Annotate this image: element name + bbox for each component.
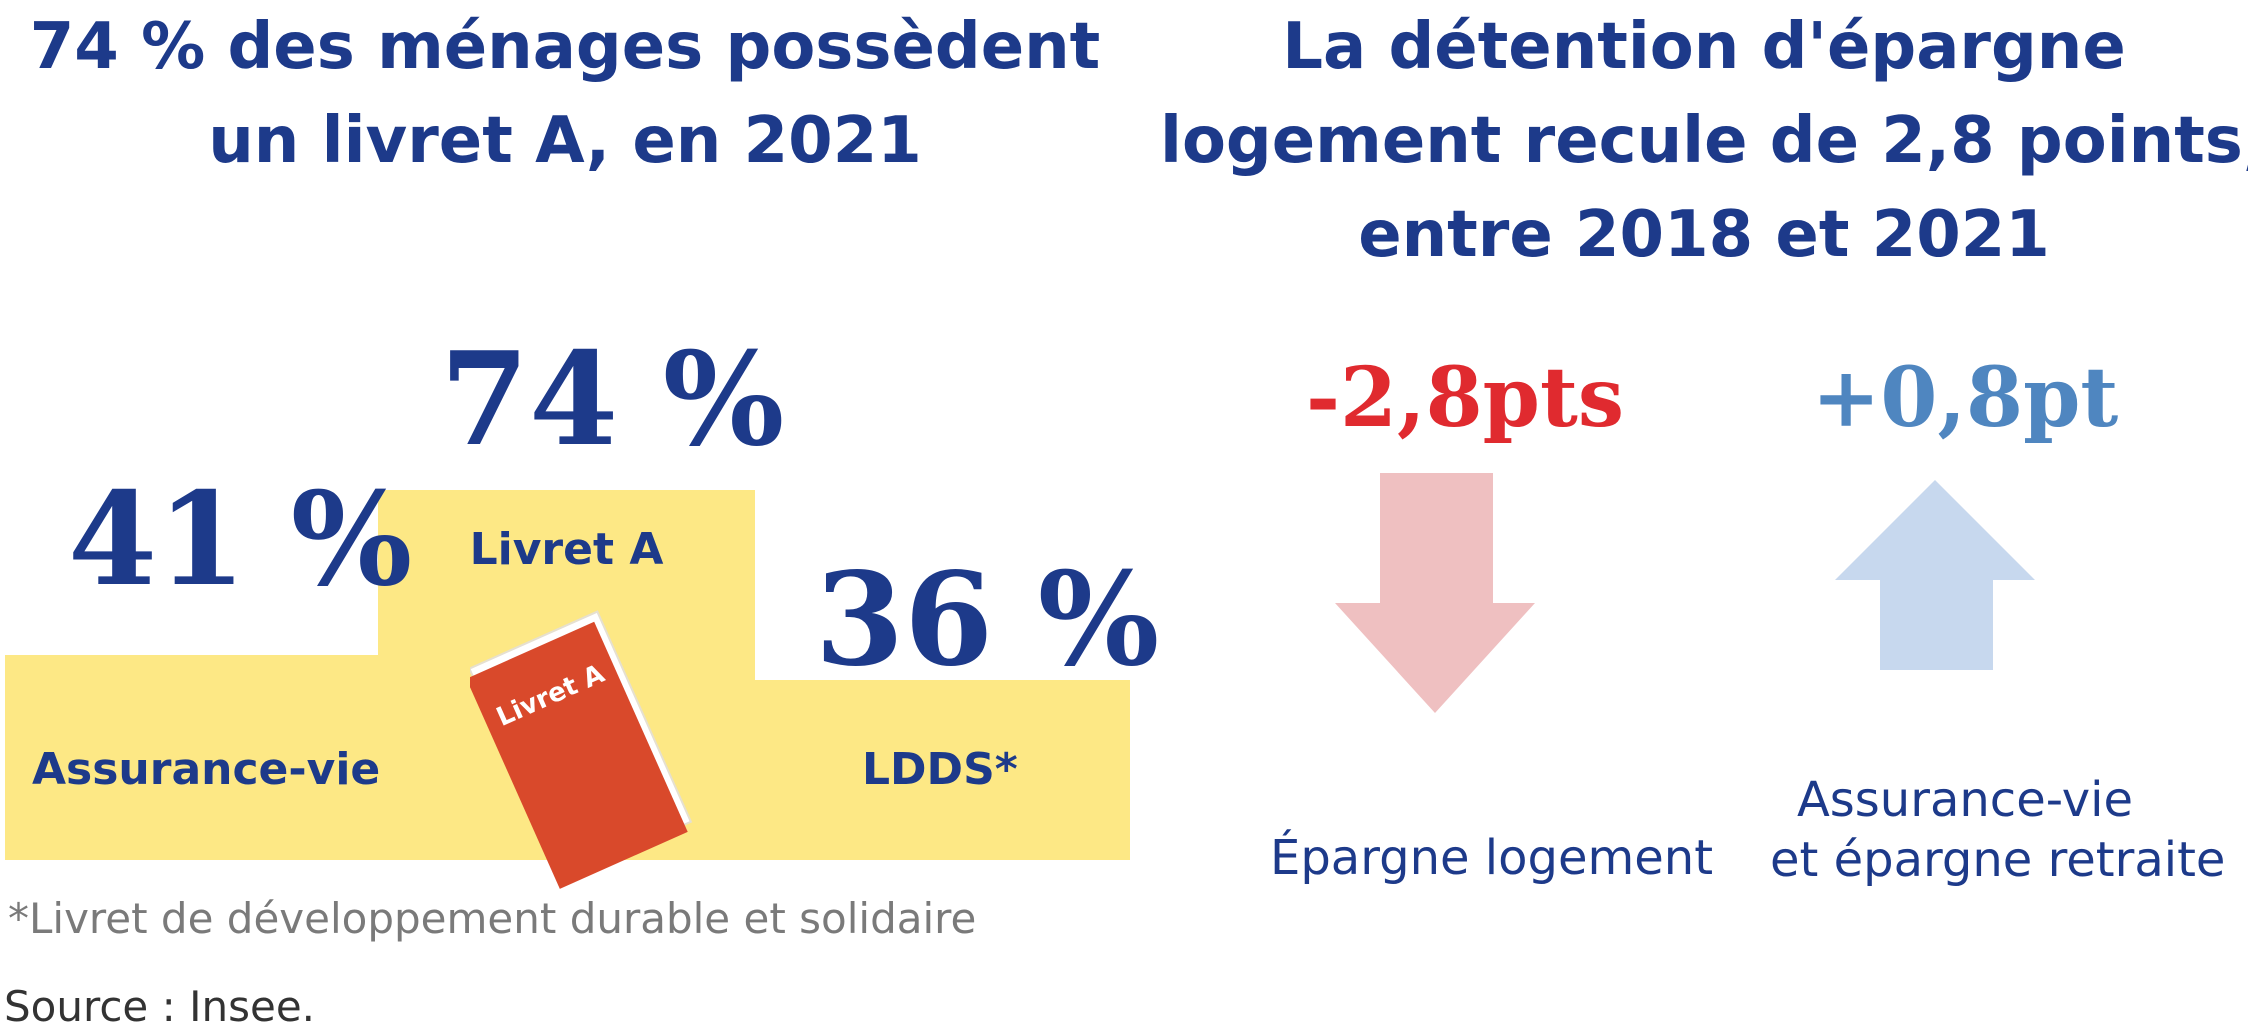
right-title: La détention d'épargne logement recule d… — [1160, 0, 2248, 282]
podium-chart: 41 % 74 % 36 % Assurance-vie Livret A LD… — [0, 325, 1159, 890]
down-arrow-epargne-logement — [1335, 473, 1535, 713]
source-note: Source : Insee. — [4, 982, 316, 1031]
delta-label-assurance-vie-retraite: +0,8pt — [1811, 350, 2119, 446]
left-title-line-2: un livret A, en 2021 — [208, 104, 922, 178]
category-label-ldds: LDDS* — [862, 744, 1018, 795]
category-label-epargne-logement-line-1: Épargne logement — [1270, 830, 1714, 886]
up-arrow-assurance-vie-retraite — [1835, 480, 2035, 670]
change-chart: -2,8pts +0,8pt Épargne logement Assuranc… — [1270, 340, 2226, 900]
right-title-line-1: La détention d'épargne — [1282, 10, 2126, 84]
delta-label-epargne-logement: -2,8pts — [1305, 350, 1625, 446]
category-label-assurance-vie-retraite: Assurance-vie et épargne retraite — [1770, 770, 2226, 890]
value-label-assurance-vie: 41 % — [68, 465, 413, 615]
livret-a-book-icon: Livret A — [470, 610, 693, 889]
podium-bar-assurance-vie — [5, 655, 380, 860]
left-title-line-1: 74 % des ménages possèdent — [29, 10, 1101, 84]
footnote: *Livret de développement durable et soli… — [8, 894, 977, 943]
podium-bar-ldds — [753, 680, 1130, 860]
right-title-line-2: logement recule de 2,8 points, — [1160, 104, 2248, 178]
left-title: 74 % des ménages possèdent un livret A, … — [0, 0, 1130, 188]
category-label-assurance-vie-retraite-line-2: et épargne retraite — [1770, 832, 2226, 888]
change-arrows — [1335, 473, 2035, 713]
right-title-line-3: entre 2018 et 2021 — [1358, 198, 2050, 272]
category-label-assurance-vie-retraite-line-1: Assurance-vie — [1796, 772, 2134, 828]
category-label-epargne-logement: Épargne logement — [1270, 828, 1714, 888]
category-label-assurance-vie: Assurance-vie — [32, 744, 381, 795]
value-label-livret-a: 74 % — [440, 325, 785, 475]
value-label-ldds: 36 % — [815, 545, 1160, 695]
category-label-livret-a: Livret A — [469, 524, 664, 575]
